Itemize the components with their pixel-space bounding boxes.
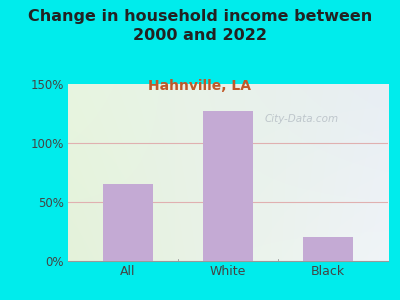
Text: Change in household income between
2000 and 2022: Change in household income between 2000 … xyxy=(28,9,372,43)
Bar xyxy=(103,184,153,261)
Bar xyxy=(303,237,353,261)
Text: Hahnville, LA: Hahnville, LA xyxy=(148,80,252,94)
Text: City-Data.com: City-Data.com xyxy=(264,114,339,124)
Bar xyxy=(203,111,253,261)
